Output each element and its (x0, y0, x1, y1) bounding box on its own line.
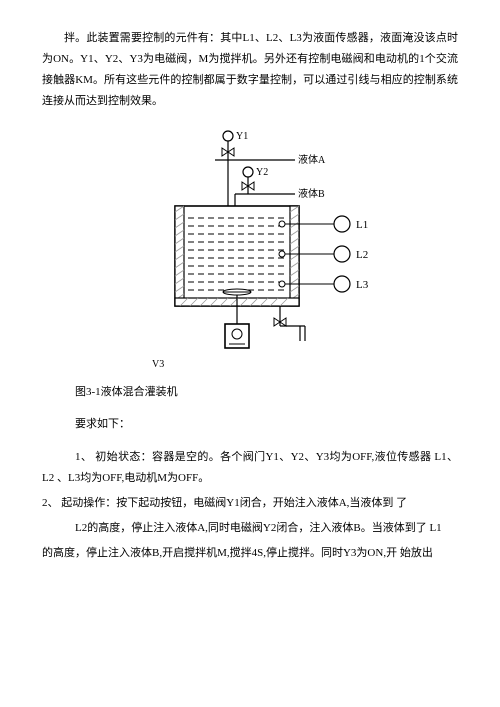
svg-text:L2: L2 (356, 249, 368, 261)
mixer-diagram: Y1 液体A Y2 液体B (120, 126, 380, 361)
requirement-1: 1、 初始状态：容器是空的。各个阀门Y1、Y2、Y3均为OFF,液位传感器 L1… (42, 447, 458, 489)
requirement-2b: L2的高度，停止注入液体A,同时电磁阀Y2闭合，注入液体B。当液体到了 L1 (42, 518, 458, 539)
figure-caption: 图3-1液体混合灌装机 (42, 382, 458, 403)
requirement-2c: 的高度，停止注入液体B,开启搅拌机M,搅拌4S,停止搅拌。同时Y3为ON,开 始… (42, 543, 458, 564)
figure-container: Y1 液体A Y2 液体B (42, 126, 458, 374)
svg-text:L1: L1 (356, 219, 368, 231)
v3-label: V3 (42, 355, 458, 374)
svg-text:液体A: 液体A (298, 153, 326, 166)
requirements-title: 要求如下： (42, 414, 458, 435)
requirement-2a: 2、 起动操作：按下起动按钮，电磁阀Y1闭合，开始注入液体A,当液体到 了 (42, 493, 458, 514)
svg-text:Y2: Y2 (256, 167, 268, 178)
svg-text:Y1: Y1 (236, 131, 248, 142)
intro-paragraph: 拌。此装置需要控制的元件有：其中L1、L2、L3为液面传感器，液面淹没该点时为O… (42, 28, 458, 112)
svg-text:L3: L3 (356, 279, 369, 291)
svg-text:液体B: 液体B (298, 187, 325, 200)
